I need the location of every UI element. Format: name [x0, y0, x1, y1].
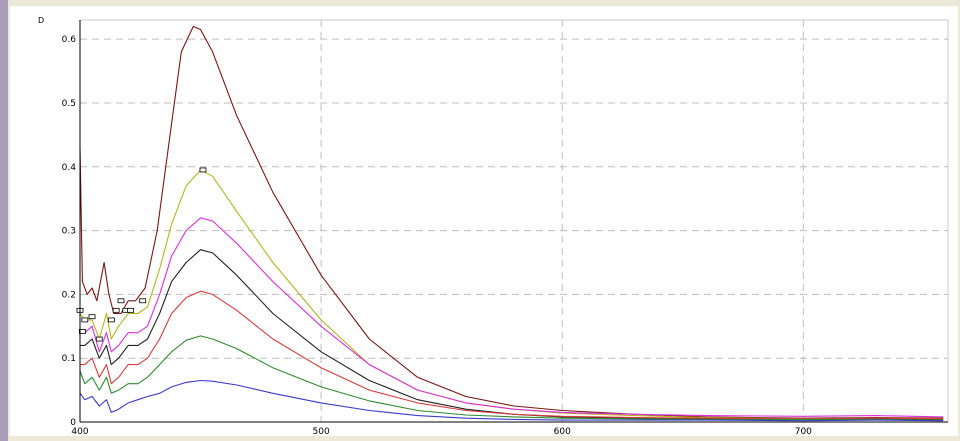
x-tick-label: 600 [554, 427, 571, 436]
marker-group [76, 167, 207, 342]
peak-marker [95, 336, 103, 342]
series-line-6 [79, 335, 944, 421]
series-group [79, 25, 944, 422]
peak-marker [81, 317, 89, 323]
peak-marker [112, 307, 120, 313]
window-left-edge [0, 0, 8, 441]
x-tick-label: 400 [71, 427, 88, 436]
y-tick-label: 0.1 [62, 354, 76, 364]
spectrum-chart: 0 0.1 0.2 0.3 0.4 0.5 0.6 400 500 600 700 D [38, 16, 949, 436]
peak-marker [88, 314, 96, 320]
series-line-7 [79, 379, 944, 422]
x-tick-label: 500 [313, 427, 330, 436]
y-tick-label: 0 [70, 418, 76, 428]
y-tick-label: 0.5 [62, 99, 76, 109]
x-tick-label: 700 [795, 427, 812, 436]
series-line-2 [79, 169, 944, 420]
y-axis-label: D [38, 16, 44, 25]
peak-marker [127, 307, 135, 313]
y-tick-label: 0.4 [62, 163, 77, 173]
series-line-3 [80, 217, 944, 418]
y-tick-label: 0.6 [62, 35, 77, 45]
y-tick-label: 0.2 [62, 290, 76, 300]
series-line-1 [79, 25, 944, 419]
y-tick-label: 0.3 [62, 227, 76, 237]
chart-panel: 0 0.1 0.2 0.3 0.4 0.5 0.6 400 500 600 700 D [10, 6, 958, 436]
axes: 0 0.1 0.2 0.3 0.4 0.5 0.6 400 500 600 700 [62, 19, 949, 436]
peak-marker [117, 298, 125, 304]
plot-frame [79, 19, 949, 423]
grid [79, 20, 948, 422]
series-line-4 [80, 249, 944, 420]
peak-marker [139, 298, 147, 304]
peak-marker [107, 317, 115, 323]
series-line-5 [80, 290, 944, 420]
peak-marker [79, 328, 86, 334]
peak-marker [199, 167, 207, 173]
